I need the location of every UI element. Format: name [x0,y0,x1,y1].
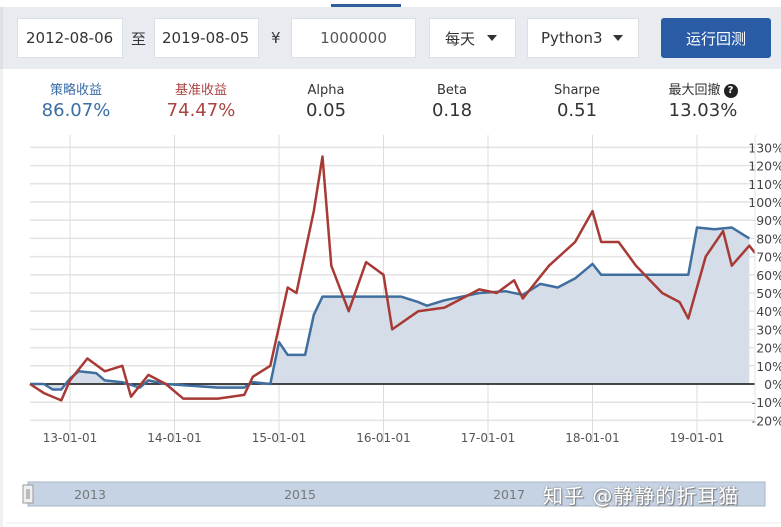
stat-label: 基准收益 [174,83,227,98]
stat-max-drawdown: 最大回撤? 13.03% [643,83,763,123]
stat-strategy-return: 策略收益 86.07% [16,83,136,123]
stat-label-wrap: 最大回撤? [643,83,763,99]
x-tick-label: 18-01-01 [565,431,619,445]
capital-input[interactable]: 1000000 [291,18,416,58]
capital-value: 1000000 [320,29,387,47]
y-tick-label: 40% [756,304,781,319]
y-tick-label: 30% [756,322,781,337]
x-tick-label: 15-01-01 [252,431,306,445]
navigator-year-label: 2013 [74,487,106,502]
start-date-input[interactable]: 2012-08-06 [17,18,123,58]
frequency-value: 每天 [445,29,476,48]
y-tick-label: -10% [752,395,781,410]
stat-value: 0.18 [431,100,473,121]
x-tick-label: 17-01-01 [461,431,515,445]
stat-sharpe: Sharpe 0.51 [517,83,637,123]
y-tick-label: 130% [748,140,781,155]
y-tick-label: -20% [752,413,781,428]
stat-value: 13.03% [668,100,738,121]
returns-chart: 13-01-01 14-01-01 15-01-01 16-01-01 17-01-01… [0,133,781,527]
stat-benchmark-return: 基准收益 74.47% [141,83,261,123]
end-date-value: 2019-08-05 [162,29,250,47]
backtest-toolbar: 2012-08-06 至 2019-08-05 ¥ 1000000 每天 Pyt… [0,7,781,69]
currency-symbol: ¥ [271,29,281,47]
frequency-select[interactable]: 每天 [429,18,516,58]
navigator-handle-left[interactable] [22,484,34,504]
language-select[interactable]: Python3 [527,18,639,58]
stat-alpha: Alpha 0.05 [266,83,386,123]
end-date-input[interactable]: 2019-08-05 [154,18,259,58]
navigator-range[interactable] [27,481,766,507]
y-tick-label: 120% [748,159,781,174]
date-range-separator: 至 [131,29,147,48]
x-tick-label: 16-01-01 [356,431,410,445]
stat-value: 0.05 [305,100,347,121]
watermark: 知乎 @静静的折耳猫 [543,484,740,508]
chevron-down-icon [487,35,498,41]
x-tick-label: 13-01-01 [43,431,97,445]
returns-chart-svg: 13-01-01 14-01-01 15-01-01 16-01-01 17-01-01… [6,135,781,524]
navigator-year-label: 2015 [284,487,316,502]
y-tick-label: 90% [756,213,781,228]
y-tick-label: 50% [756,286,781,301]
benchmark-line [29,155,756,402]
y-tick-label: 10% [756,359,781,374]
stat-label: 最大回撤 [668,83,721,98]
stat-label: Sharpe [553,83,601,98]
strategy-line [30,226,750,391]
stat-beta: Beta 0.18 [392,83,512,123]
y-tick-label: 100% [748,195,781,210]
x-tick-label: 14-01-01 [147,431,201,445]
help-icon[interactable]: ? [723,84,738,98]
run-backtest-button[interactable]: 运行回测 [661,18,771,58]
stat-label: Beta [437,83,467,98]
navigator-year-label: 2017 [493,487,525,502]
y-tick-label: 80% [756,231,781,246]
stat-label: Alpha [307,83,345,98]
stats-panel: 策略收益 86.07% 基准收益 74.47% Alpha 0.05 Beta … [0,69,781,133]
y-tick-label: 60% [756,268,781,283]
stat-label: 策略收益 [49,83,102,98]
language-value: Python3 [541,29,603,47]
stat-value: 74.47% [166,100,236,121]
stat-value: 0.51 [556,100,598,121]
stat-value: 86.07% [41,100,111,121]
y-tick-label: 70% [756,250,781,265]
y-tick-label: 110% [748,177,781,192]
y-tick-label: 0% [764,377,781,392]
start-date-value: 2012-08-06 [26,29,114,47]
x-tick-label: 19-01-01 [670,431,724,445]
chevron-down-icon [612,35,623,41]
y-tick-label: 20% [756,341,781,356]
active-tab-indicator [331,4,401,8]
